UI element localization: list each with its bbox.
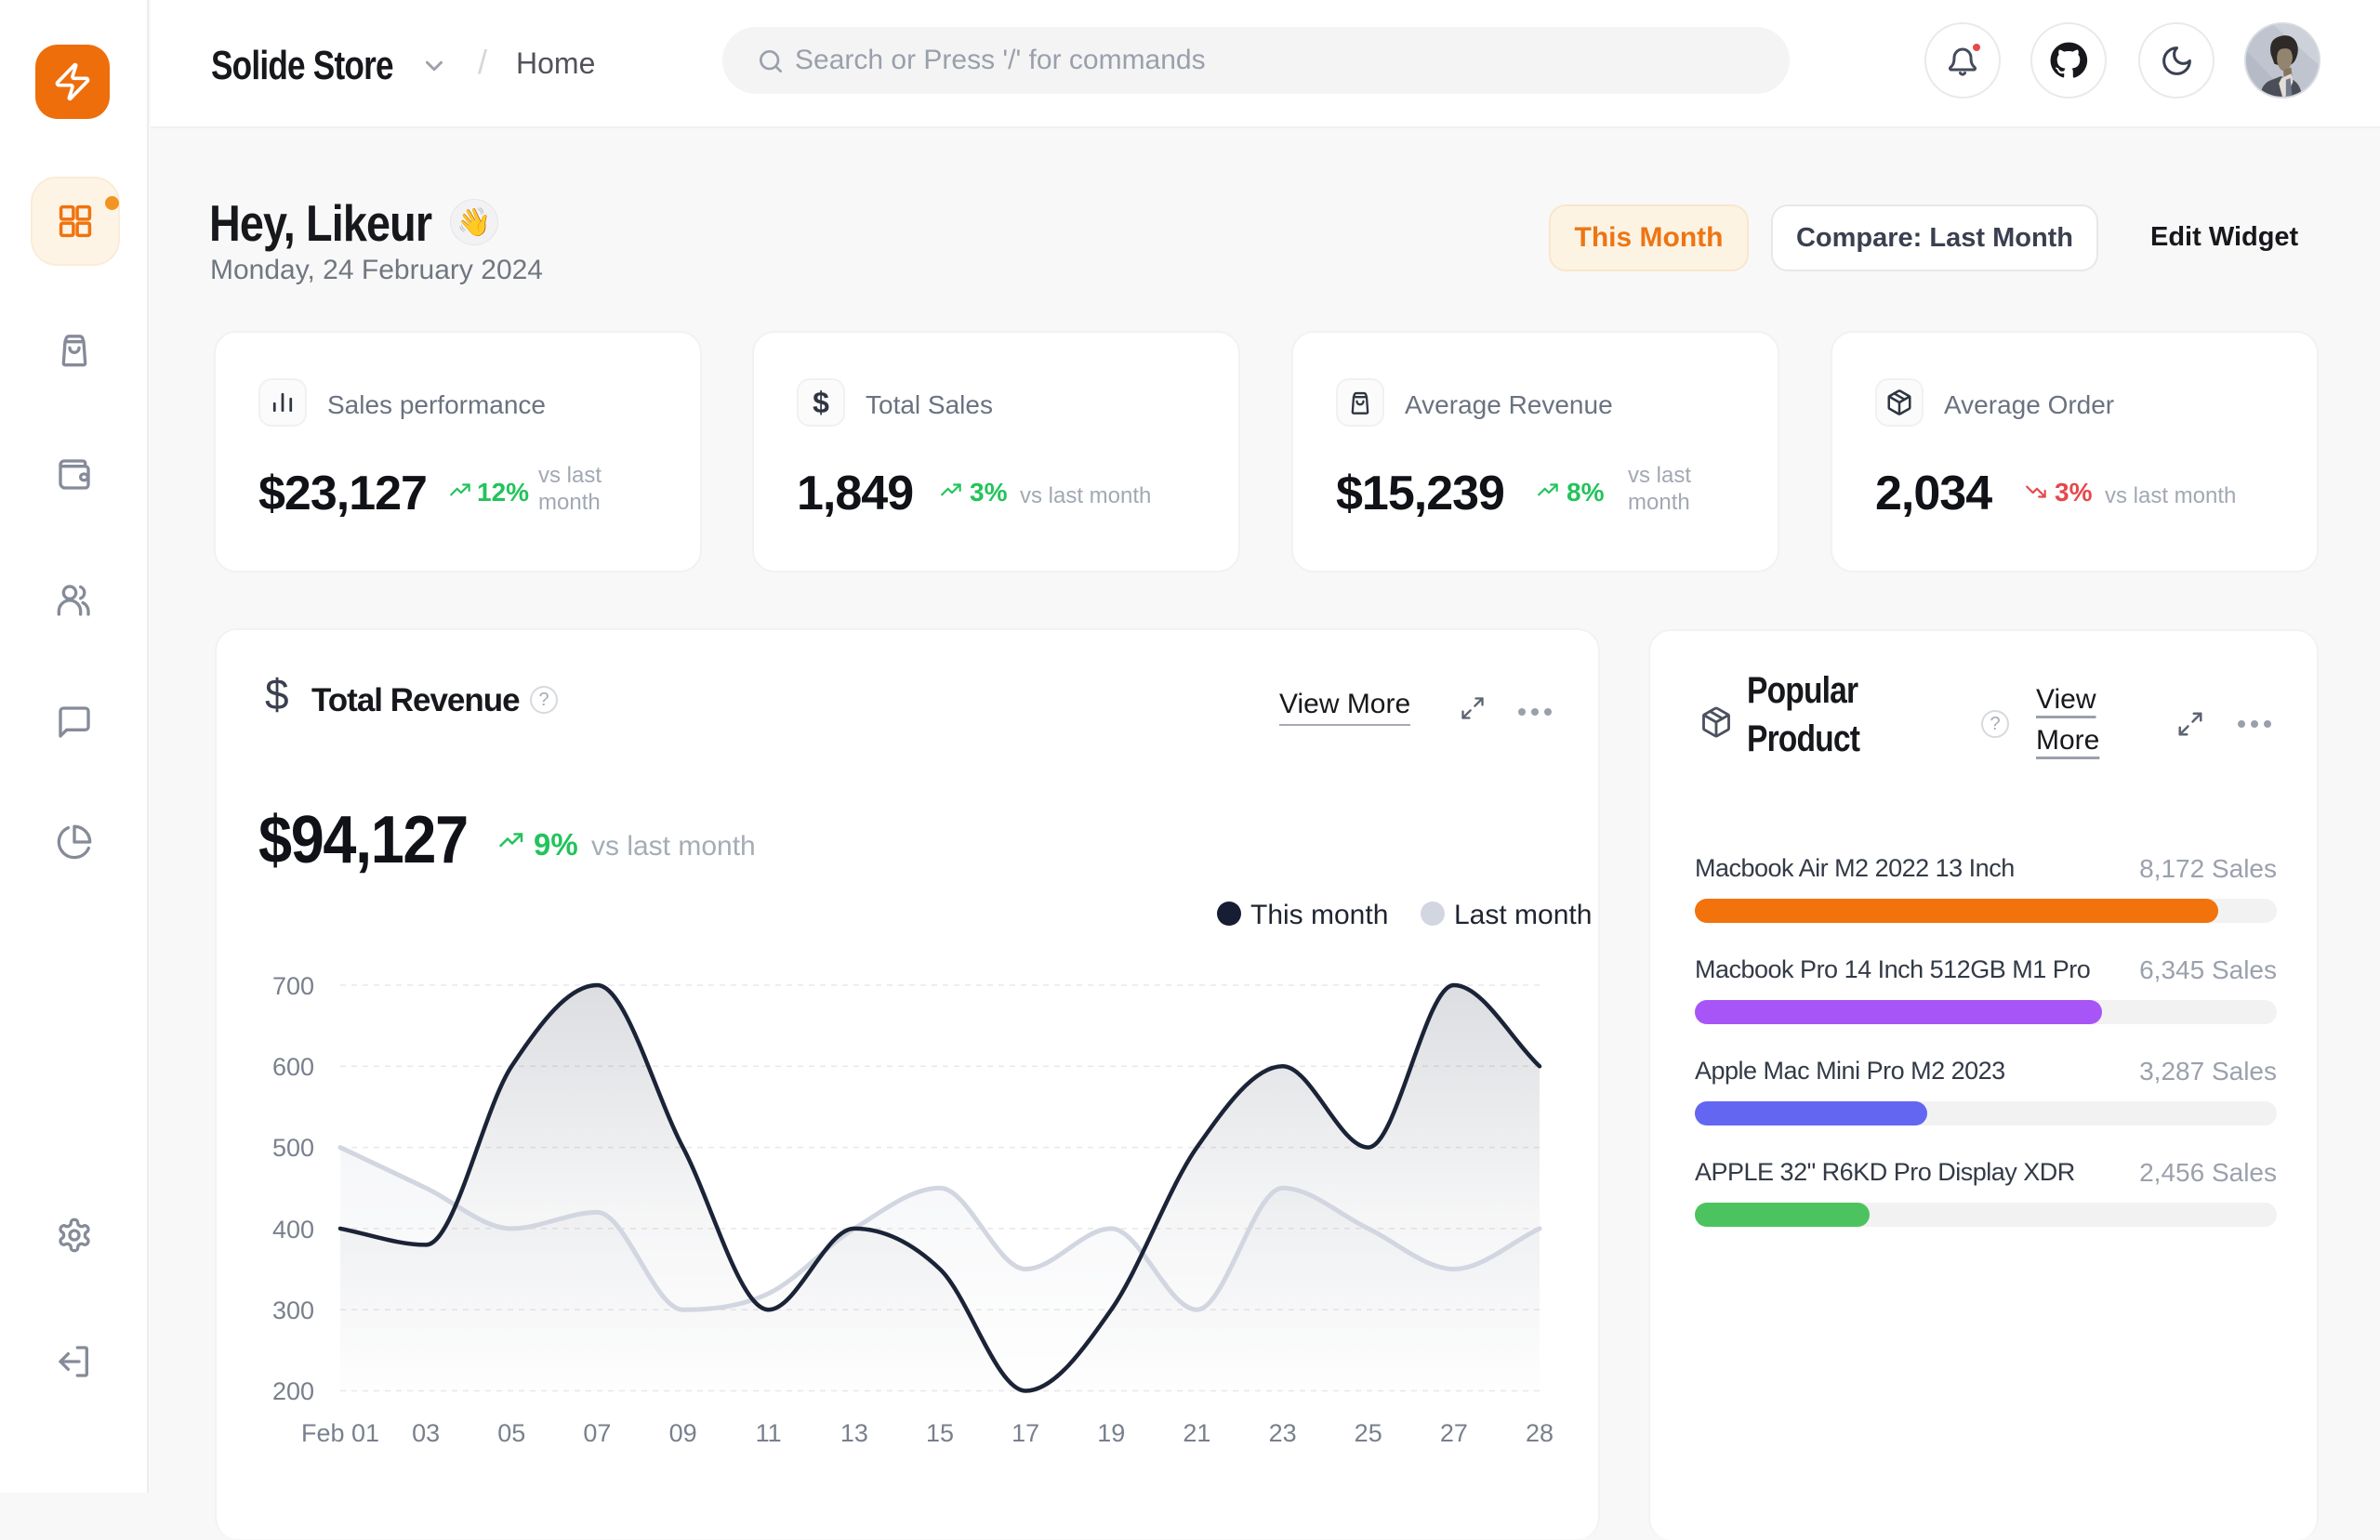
svg-text:200: 200 bbox=[272, 1377, 314, 1405]
svg-text:17: 17 bbox=[1012, 1419, 1039, 1447]
svg-text:23: 23 bbox=[1269, 1419, 1297, 1447]
svg-text:05: 05 bbox=[497, 1419, 525, 1447]
svg-text:13: 13 bbox=[840, 1419, 868, 1447]
svg-text:400: 400 bbox=[272, 1216, 314, 1244]
svg-text:500: 500 bbox=[272, 1134, 314, 1162]
svg-text:15: 15 bbox=[926, 1419, 954, 1447]
svg-text:700: 700 bbox=[272, 972, 314, 1000]
svg-text:Feb 01: Feb 01 bbox=[301, 1419, 379, 1447]
svg-text:25: 25 bbox=[1355, 1419, 1382, 1447]
svg-text:19: 19 bbox=[1097, 1419, 1125, 1447]
svg-text:27: 27 bbox=[1440, 1419, 1468, 1447]
svg-text:600: 600 bbox=[272, 1053, 314, 1081]
svg-text:09: 09 bbox=[669, 1419, 697, 1447]
svg-text:21: 21 bbox=[1183, 1419, 1210, 1447]
svg-text:07: 07 bbox=[583, 1419, 611, 1447]
svg-text:03: 03 bbox=[412, 1419, 440, 1447]
svg-text:28: 28 bbox=[1526, 1419, 1554, 1447]
svg-text:11: 11 bbox=[756, 1419, 782, 1447]
svg-text:300: 300 bbox=[272, 1296, 314, 1324]
